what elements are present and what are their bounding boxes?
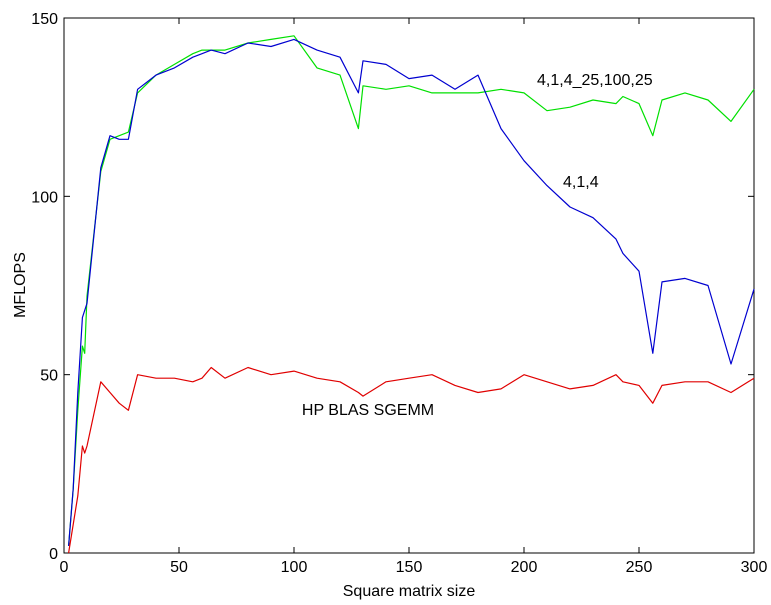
series-annotation-2: HP BLAS SGEMM <box>302 402 434 419</box>
annotation-layer: 4,1,4_25,100,25 4,1,4 HP BLAS SGEMM <box>302 72 653 419</box>
x-tick-label: 300 <box>741 559 768 576</box>
x-tick-label: 0 <box>60 559 69 576</box>
x-axis-label: Square matrix size <box>343 583 476 600</box>
x-tick-label: 200 <box>511 559 538 576</box>
tick-layer: 0 50 100 150 200 250 300 0 50 100 150 <box>31 11 767 576</box>
y-tick-label: 50 <box>40 368 58 385</box>
x-tick-label: 100 <box>281 559 308 576</box>
x-tick-label: 250 <box>626 559 653 576</box>
x-tick-label: 150 <box>396 559 423 576</box>
y-tick-label: 150 <box>31 11 58 28</box>
y-tick-label: 0 <box>49 546 58 563</box>
series-layer <box>68 35 755 554</box>
series-annotation-0: 4,1,4_25,100,25 <box>537 72 653 89</box>
y-axis-label: MFLOPS <box>12 252 29 318</box>
series-line-2 <box>68 366 755 554</box>
x-tick-label: 50 <box>170 559 188 576</box>
series-line-0 <box>68 35 755 546</box>
y-tick-label: 100 <box>31 189 58 206</box>
series-annotation-1: 4,1,4 <box>563 174 599 191</box>
series-line-1 <box>68 38 755 546</box>
plot-area <box>63 17 755 554</box>
